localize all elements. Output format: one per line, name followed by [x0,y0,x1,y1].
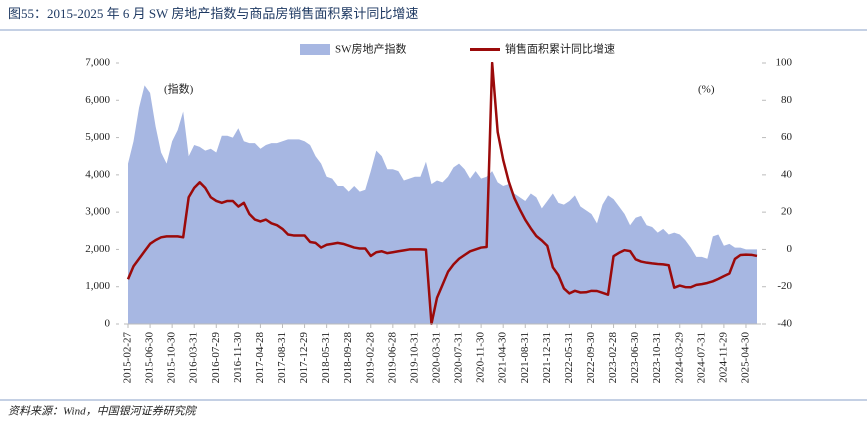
x-tick-label: 2021-04-30 [497,332,509,384]
x-tick-label: 2019-06-28 [386,332,398,384]
x-tick-label: 2017-08-31 [276,332,288,383]
y-tick-label: 6,000 [85,94,110,106]
y-tick-label: 5,000 [85,131,110,143]
x-tick-label: 2016-07-29 [210,332,222,384]
x-tick-label: 2019-10-31 [408,332,420,383]
y2-tick-label: 60 [781,131,793,143]
y-tick-label: 0 [105,318,111,330]
y2-tick-label: -20 [777,280,792,292]
x-tick-label: 2021-12-31 [541,332,553,383]
legend-swatch [300,44,330,55]
line [126,62,758,325]
y-tick-label: 7,000 [85,57,110,69]
x-tick-label: 2017-12-29 [298,332,310,384]
y-tick-label: 2,000 [85,243,110,255]
x-tick-label: 2024-07-31 [695,332,707,383]
x-tick-label: 2019-02-28 [364,332,376,384]
x-tick-label: 2023-02-28 [607,332,619,384]
y2-tick-label: 20 [781,206,793,218]
x-tick-label: 2022-05-31 [563,332,575,383]
y-tick-label: 4,000 [85,168,110,180]
x-tick-label: 2024-03-29 [673,332,685,384]
y-tick-label: 1,000 [85,280,110,292]
y2-tick-label: -40 [777,318,792,330]
x-tick-label: 2021-08-31 [519,332,531,383]
x-tick-label: 2020-03-31 [431,332,443,383]
y2-tick-label: 0 [787,243,793,255]
annotation: (指数) [164,82,194,96]
legend-label: 销售面积累计同比增速 [505,42,615,56]
x-tick-label: 2018-09-28 [342,332,354,384]
x-tick-label: 2015-02-27 [122,332,134,384]
source: 资料来源：Wind，中国银河证券研究院 [8,405,198,418]
x-tick-label: 2015-06-30 [144,332,156,384]
annotation: (%) [698,84,715,96]
legend-label: SW房地产指数 [335,42,407,56]
x-tick-label: 2018-05-31 [320,332,332,383]
y-tick-label: 3,000 [85,206,110,218]
x-tick-label: 2023-10-31 [651,332,663,383]
x-tick-label: 2016-11-30 [232,332,244,383]
x-tick-label: 2024-11-29 [717,332,729,383]
x-tick-label: 2022-09-30 [585,332,597,384]
x-tick-label: 2015-10-30 [166,332,178,384]
x-tick-label: 2017-04-28 [254,332,266,384]
x-tick-label: 2020-11-30 [475,332,487,383]
x-tick-label: 2020-07-31 [453,332,465,383]
area [128,85,757,324]
y2-tick-label: 100 [776,57,793,69]
chart-title: 图55：2015-2025 年 6 月 SW 房地产指数与商品房销售面积累计同比… [8,6,418,21]
x-tick-label: 2023-06-30 [629,332,641,384]
y2-tick-label: 80 [781,94,793,106]
x-tick-label: 2016-03-31 [188,332,200,383]
y2-tick-label: 40 [781,168,793,180]
x-tick-label: 2025-04-30 [739,332,751,384]
